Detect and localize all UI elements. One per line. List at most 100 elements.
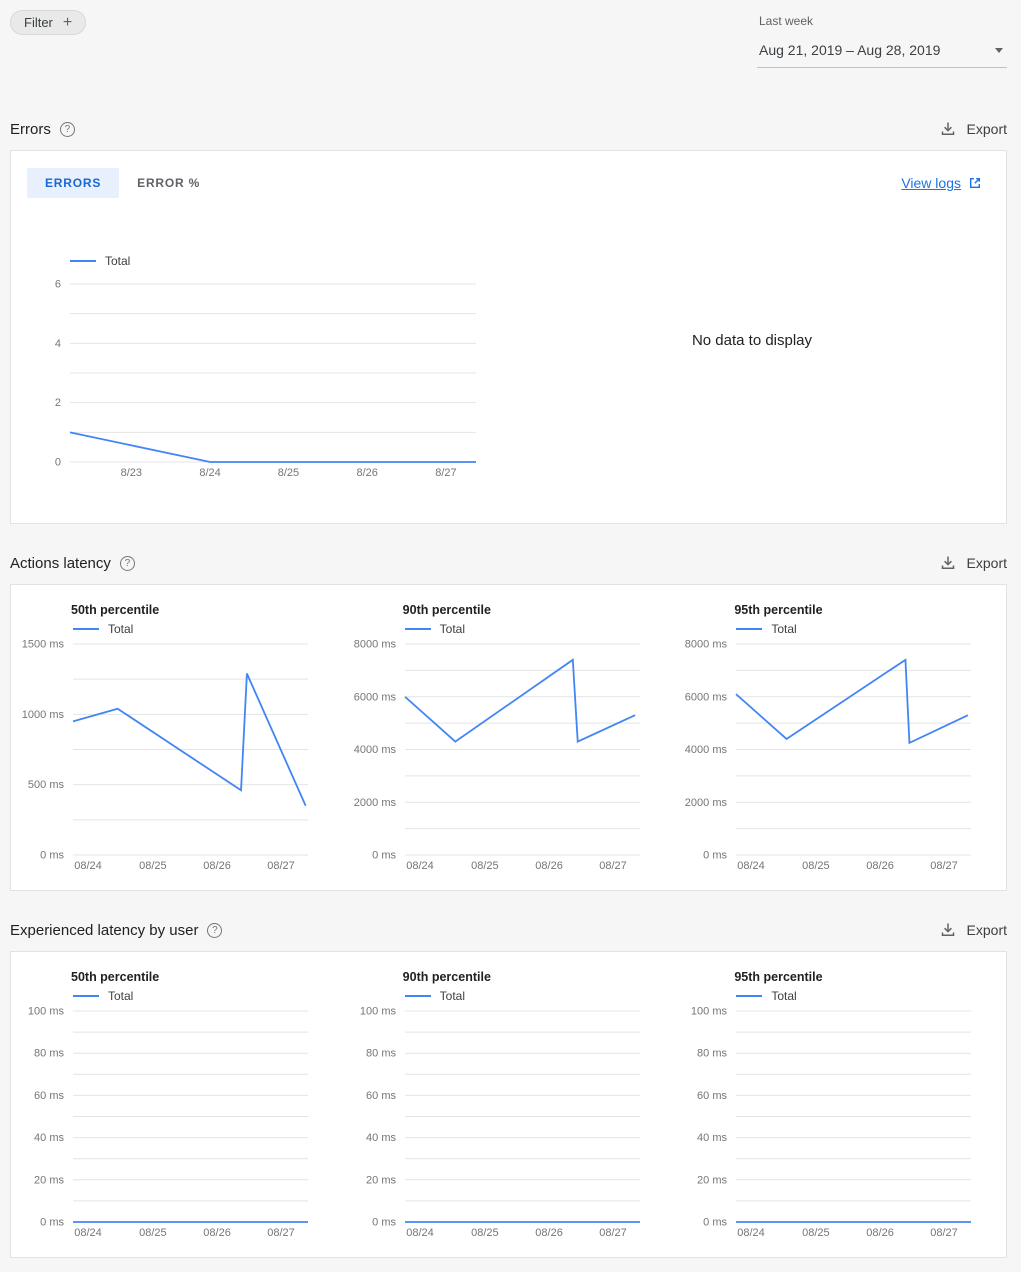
svg-text:08/26: 08/26 — [535, 1227, 563, 1239]
svg-text:0 ms: 0 ms — [372, 1217, 396, 1229]
panel-legend: Total — [73, 989, 343, 1003]
actions-p95-chart: 0 ms 2000 ms 4000 ms 6000 ms 8000 ms 08/24 08/… — [682, 638, 1006, 876]
export-actions-latency-button[interactable]: Export — [939, 554, 1007, 572]
legend-label: Total — [105, 254, 131, 268]
svg-text:08/27: 08/27 — [931, 1227, 959, 1239]
legend-line-swatch — [736, 995, 763, 997]
help-icon[interactable]: ? — [59, 121, 75, 137]
svg-text:08/26: 08/26 — [535, 860, 563, 872]
date-picker: Last week Aug 21, 2019 – Aug 28, 2019 — [757, 10, 1007, 68]
svg-text:08/27: 08/27 — [599, 860, 627, 872]
actions-latency-section-header: Actions latency ? Export — [10, 554, 1007, 572]
date-range-value: Aug 21, 2019 – Aug 28, 2019 — [759, 42, 941, 58]
errors-section-header: Errors ? Export — [10, 120, 1007, 138]
view-logs-link[interactable]: View logs — [901, 175, 982, 191]
svg-text:6000 ms: 6000 ms — [685, 691, 728, 703]
legend-label: Total — [108, 989, 134, 1003]
user-p90-panel: 90th percentile Total 0 ms 20 ms 40 ms 60 m… — [343, 970, 675, 1243]
tab-errors[interactable]: ERRORS — [27, 168, 120, 198]
svg-text:8/27: 8/27 — [435, 467, 456, 479]
svg-text:08/24: 08/24 — [738, 1227, 766, 1239]
tab-error-percent[interactable]: ERROR % — [137, 176, 201, 190]
actions-p50-panel: 50th percentile Total 0 ms 500 ms 1000 ms 1… — [11, 603, 343, 876]
export-user-latency-button[interactable]: Export — [939, 921, 1007, 939]
svg-text:8/24: 8/24 — [199, 467, 220, 479]
svg-text:08/25: 08/25 — [802, 860, 830, 872]
svg-text:20 ms: 20 ms — [34, 1174, 64, 1186]
legend-label: Total — [439, 622, 466, 636]
download-icon — [941, 556, 954, 570]
panel-title: 95th percentile — [734, 970, 823, 984]
errors-chart: 0 2 4 6 8/23 8/24 8/25 8/26 8/27 — [24, 278, 498, 483]
svg-text:60 ms: 60 ms — [697, 1090, 727, 1102]
legend-label: Total — [108, 622, 134, 636]
export-label: Export — [966, 555, 1007, 571]
svg-text:8000 ms: 8000 ms — [353, 639, 396, 651]
legend-line-swatch — [404, 628, 431, 630]
errors-section-title: Errors — [10, 120, 51, 138]
filter-chip-label: Filter — [24, 15, 53, 30]
user-p50-panel: 50th percentile Total 0 ms 20 ms 40 ms 60 m… — [11, 970, 343, 1243]
svg-text:0 ms: 0 ms — [40, 1217, 64, 1229]
export-label: Export — [966, 121, 1007, 137]
errors-card: ERRORS ERROR % View logs Total — [10, 150, 1007, 524]
open-in-new-icon — [970, 178, 980, 188]
svg-text:0 ms: 0 ms — [40, 850, 64, 862]
errors-card-body: Total 0 2 4 6 8/23 8/24 8/25 8/26 8/27 No data t… — [11, 198, 1006, 523]
panel-legend: Total — [404, 989, 675, 1003]
help-icon[interactable]: ? — [119, 555, 135, 571]
svg-text:60 ms: 60 ms — [34, 1090, 64, 1102]
panel-legend: Total — [73, 622, 343, 636]
svg-text:08/26: 08/26 — [203, 1227, 231, 1239]
panel-title: 90th percentile — [402, 603, 491, 617]
svg-text:100 ms: 100 ms — [691, 1006, 728, 1018]
svg-text:2000 ms: 2000 ms — [685, 797, 728, 809]
svg-text:08/27: 08/27 — [599, 1227, 627, 1239]
legend-line-swatch — [404, 995, 431, 997]
no-data-message: No data to display — [691, 332, 813, 349]
svg-text:60 ms: 60 ms — [366, 1090, 396, 1102]
svg-text:0 ms: 0 ms — [704, 1217, 728, 1229]
panel-title: 50th percentile — [71, 970, 160, 984]
topbar: Filter + Last week Aug 21, 2019 – Aug 28… — [10, 10, 1007, 68]
panel-title: 90th percentile — [402, 970, 491, 984]
svg-text:08/24: 08/24 — [406, 860, 434, 872]
date-range-select[interactable]: Aug 21, 2019 – Aug 28, 2019 — [757, 42, 1007, 68]
svg-text:80 ms: 80 ms — [34, 1048, 64, 1060]
user-latency-card: 50th percentile Total 0 ms 20 ms 40 ms 60 m… — [10, 951, 1007, 1258]
svg-text:2: 2 — [55, 397, 61, 409]
svg-text:08/27: 08/27 — [931, 860, 959, 872]
svg-text:08/24: 08/24 — [406, 1227, 434, 1239]
legend-line-swatch — [70, 260, 96, 262]
add-filter-icon: + — [62, 13, 73, 31]
actions-p50-chart: 0 ms 500 ms 1000 ms 1500 ms 08/24 08/25 08/26 0… — [19, 638, 343, 876]
view-logs-label: View logs — [901, 175, 961, 191]
svg-text:100 ms: 100 ms — [360, 1006, 397, 1018]
user-latency-title: Experienced latency by user — [10, 921, 199, 939]
svg-text:40 ms: 40 ms — [366, 1132, 396, 1144]
svg-text:20 ms: 20 ms — [366, 1174, 396, 1186]
legend-line-swatch — [73, 995, 99, 997]
svg-text:08/26: 08/26 — [867, 1227, 895, 1239]
panel-legend: Total — [736, 989, 1006, 1003]
svg-text:08/27: 08/27 — [267, 1227, 295, 1239]
download-icon — [941, 122, 954, 136]
download-icon — [941, 923, 954, 937]
svg-text:8000 ms: 8000 ms — [685, 639, 728, 651]
user-p95-chart: 0 ms 20 ms 40 ms 60 ms 80 ms 100 ms 08/24 08/25… — [682, 1005, 1006, 1243]
legend-label: Total — [439, 989, 466, 1003]
svg-text:08/27: 08/27 — [267, 860, 295, 872]
actions-latency-card: 50th percentile Total 0 ms 500 ms 1000 ms 1… — [10, 584, 1007, 891]
svg-text:80 ms: 80 ms — [697, 1048, 727, 1060]
actions-latency-title: Actions latency — [10, 554, 111, 572]
svg-text:500 ms: 500 ms — [28, 779, 65, 791]
help-icon[interactable]: ? — [207, 922, 223, 938]
panel-legend: Total — [404, 622, 675, 636]
legend-label: Total — [771, 622, 797, 636]
svg-text:4: 4 — [55, 338, 61, 350]
svg-text:1500 ms: 1500 ms — [22, 639, 65, 651]
export-errors-button[interactable]: Export — [939, 120, 1007, 138]
filter-chip[interactable]: Filter + — [10, 10, 87, 35]
svg-text:80 ms: 80 ms — [366, 1048, 396, 1060]
panel-title: 50th percentile — [71, 603, 160, 617]
